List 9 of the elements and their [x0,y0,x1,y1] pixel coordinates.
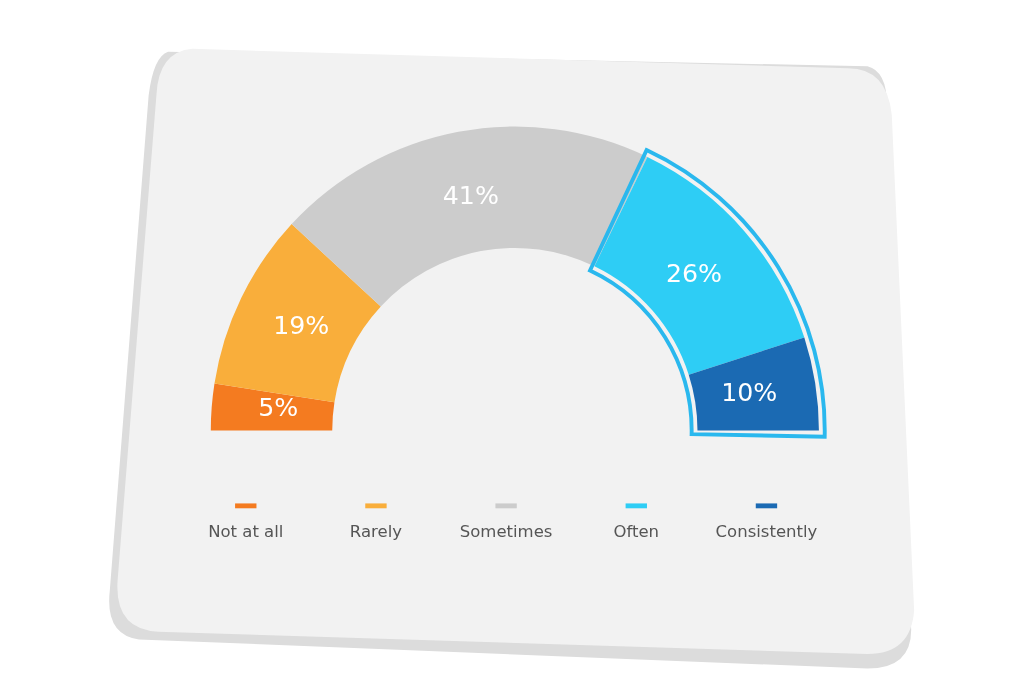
legend-label: Not at all [208,522,284,542]
legend-label: Often [613,522,660,542]
data-label: 10% [721,377,778,407]
legend-label: Sometimes [459,522,553,542]
legend-label: Consistently [715,522,818,542]
data-label: 5% [258,393,299,423]
data-label: 19% [273,311,330,341]
legend-label: Rarely [349,522,403,542]
data-label: 26% [665,258,723,288]
